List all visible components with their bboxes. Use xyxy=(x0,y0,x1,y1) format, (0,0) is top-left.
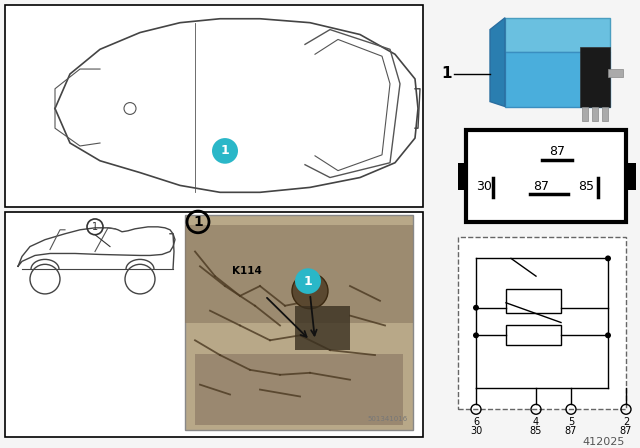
Bar xyxy=(5,5,423,207)
Circle shape xyxy=(605,332,611,338)
Text: 2: 2 xyxy=(623,417,629,427)
Text: 5: 5 xyxy=(568,417,574,427)
Text: 1: 1 xyxy=(193,215,203,229)
Bar xyxy=(592,107,598,121)
Text: 30: 30 xyxy=(476,180,492,193)
Text: 6: 6 xyxy=(473,417,479,427)
Bar xyxy=(466,130,626,222)
Bar xyxy=(608,69,623,77)
Bar xyxy=(506,289,561,313)
Text: 1: 1 xyxy=(221,144,229,157)
Text: 1: 1 xyxy=(442,66,452,82)
Text: 87: 87 xyxy=(620,426,632,436)
Bar xyxy=(602,107,608,121)
Text: 4: 4 xyxy=(533,417,539,427)
Circle shape xyxy=(212,138,238,164)
Bar xyxy=(295,306,350,350)
Circle shape xyxy=(473,332,479,338)
Text: 30: 30 xyxy=(470,426,482,436)
Bar xyxy=(506,325,561,345)
Polygon shape xyxy=(505,18,610,52)
Text: 1: 1 xyxy=(92,222,98,232)
Text: K114: K114 xyxy=(232,266,262,276)
Text: 85: 85 xyxy=(530,426,542,436)
Text: 1: 1 xyxy=(303,275,312,288)
Bar xyxy=(195,354,403,425)
Bar xyxy=(458,237,626,409)
Circle shape xyxy=(605,255,611,261)
Bar xyxy=(185,225,413,323)
Circle shape xyxy=(292,273,328,309)
Text: 412025: 412025 xyxy=(582,437,625,447)
Bar xyxy=(5,212,423,437)
Circle shape xyxy=(473,305,479,310)
Text: 501341016: 501341016 xyxy=(368,416,408,422)
Text: 87: 87 xyxy=(533,180,549,193)
Bar xyxy=(185,215,413,430)
Polygon shape xyxy=(490,18,505,107)
Circle shape xyxy=(295,268,321,294)
Bar xyxy=(582,107,588,121)
Bar xyxy=(626,163,636,190)
Text: 87: 87 xyxy=(549,146,565,159)
Polygon shape xyxy=(505,52,610,107)
Bar xyxy=(458,163,468,190)
Polygon shape xyxy=(580,47,610,107)
Text: 85: 85 xyxy=(578,180,594,193)
Text: 87: 87 xyxy=(565,426,577,436)
